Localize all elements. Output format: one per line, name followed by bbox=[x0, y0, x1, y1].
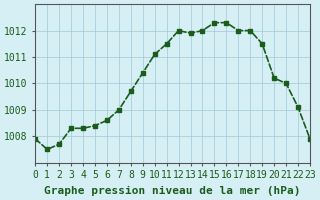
X-axis label: Graphe pression niveau de la mer (hPa): Graphe pression niveau de la mer (hPa) bbox=[44, 186, 301, 196]
